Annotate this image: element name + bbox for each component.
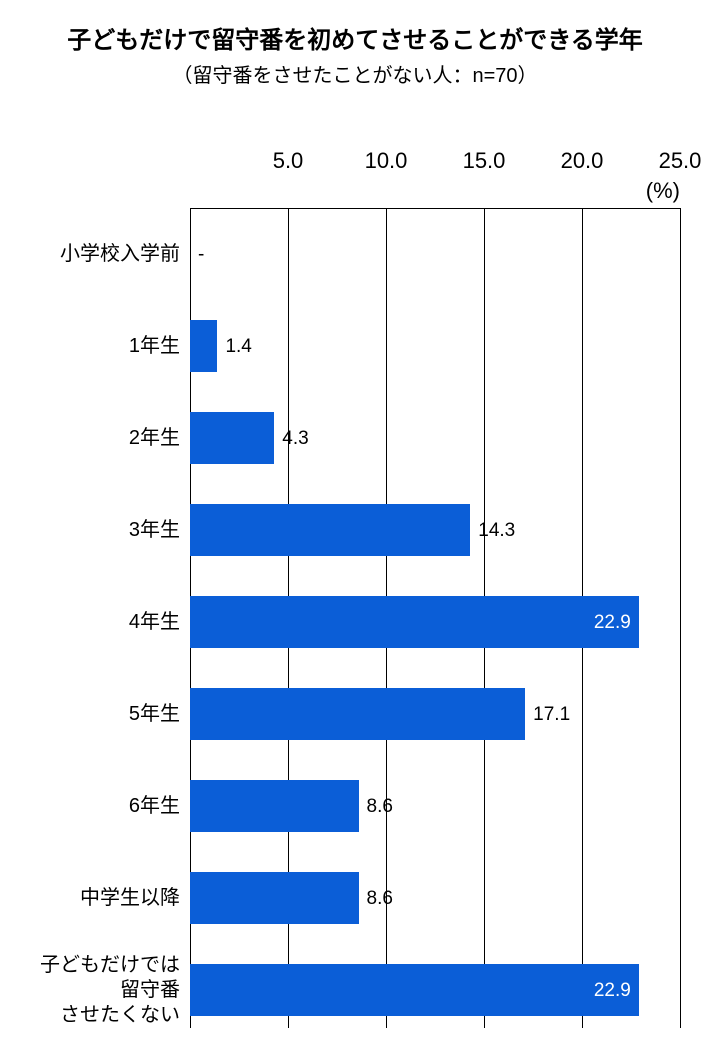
bar-row: 2年生 4.3	[30, 412, 680, 464]
bar-row: 5年生 17.1	[30, 688, 680, 740]
category-label: 6年生	[30, 794, 190, 819]
bar-row: 1年生 1.4	[30, 320, 680, 372]
value-label: 22.9	[594, 612, 631, 634]
category-label: 2年生	[30, 426, 190, 451]
category-label: 5年生	[30, 702, 190, 727]
value-label: 8.6	[367, 888, 393, 910]
category-label: 小学校入学前	[30, 242, 190, 267]
bar-row: 子どもだけでは 留守番 させたくない22.9	[30, 964, 680, 1016]
bar	[190, 872, 359, 924]
bar	[190, 964, 639, 1016]
value-label: -	[198, 244, 204, 266]
x-tick-label: 10.0	[365, 148, 408, 174]
category-label: 4年生	[30, 610, 190, 635]
x-axis-ticks: 5.010.015.020.025.0	[30, 148, 680, 178]
x-axis-line	[190, 208, 680, 209]
chart-container: 5.010.015.020.025.0 (%) 小学校入学前-1年生1.42年生…	[30, 148, 680, 1028]
value-label: 17.1	[533, 704, 570, 726]
bar	[190, 320, 217, 372]
bar	[190, 504, 470, 556]
bar	[190, 412, 274, 464]
value-label: 22.9	[594, 980, 631, 1002]
chart-title: 子どもだけで留守番を初めてさせることができる学年	[30, 20, 680, 55]
x-axis-unit: (%)	[646, 178, 680, 204]
gridline	[680, 208, 681, 1028]
value-label: 1.4	[225, 336, 251, 358]
x-tick-label: 20.0	[561, 148, 604, 174]
bar	[190, 688, 525, 740]
chart-subtitle: （留守番をさせたことがない人：n=70）	[30, 59, 680, 88]
x-tick-label: 5.0	[273, 148, 304, 174]
category-label: 1年生	[30, 334, 190, 359]
bar-row: 小学校入学前-	[30, 228, 680, 280]
bar	[190, 596, 639, 648]
x-tick-label: 25.0	[659, 148, 702, 174]
category-label: 子どもだけでは 留守番 させたくない	[30, 953, 190, 1028]
x-tick-label: 15.0	[463, 148, 506, 174]
value-label: 8.6	[367, 796, 393, 818]
bar-row: 6年生 8.6	[30, 780, 680, 832]
bar-row: 3年生 14.3	[30, 504, 680, 556]
category-label: 中学生以降	[30, 886, 190, 911]
bar	[190, 780, 359, 832]
category-label: 3年生	[30, 518, 190, 543]
value-label: 14.3	[478, 520, 515, 542]
bar-row: 中学生以降 8.6	[30, 872, 680, 924]
plot-area: 小学校入学前- 1年生 1.4 2年生 4.3 3年生 14.3 4年生 22.9 5年生 17.1…	[30, 208, 680, 1028]
value-label: 4.3	[282, 428, 308, 450]
bar-row: 4年生 22.9	[30, 596, 680, 648]
